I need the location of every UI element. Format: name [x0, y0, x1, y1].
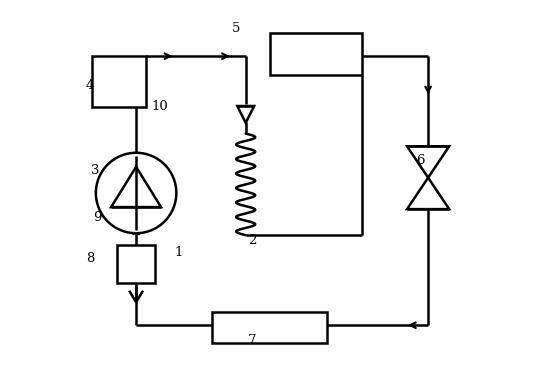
Text: 10: 10: [152, 100, 168, 113]
Polygon shape: [237, 106, 254, 123]
Text: 2: 2: [248, 234, 256, 247]
Text: 9: 9: [94, 212, 102, 224]
Text: 5: 5: [233, 22, 241, 35]
Text: 6: 6: [416, 154, 425, 167]
Circle shape: [96, 153, 176, 233]
Text: 1: 1: [175, 246, 183, 259]
Text: 3: 3: [91, 164, 100, 176]
Text: 7: 7: [248, 334, 256, 347]
Polygon shape: [111, 167, 161, 207]
Polygon shape: [407, 146, 449, 178]
Bar: [92, 56, 146, 107]
Bar: [270, 33, 362, 74]
Text: 4: 4: [86, 79, 94, 92]
Bar: [211, 312, 327, 343]
Bar: [117, 245, 155, 283]
Text: 8: 8: [86, 252, 94, 265]
Polygon shape: [407, 178, 449, 209]
